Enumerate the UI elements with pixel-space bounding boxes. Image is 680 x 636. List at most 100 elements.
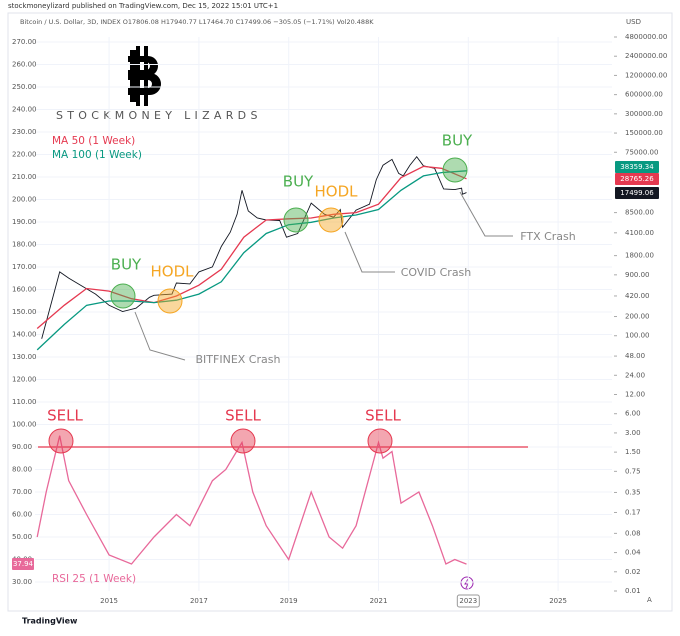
- y2-tick-label: 0.01: [625, 587, 641, 595]
- last-value-label: 28765.26: [620, 175, 654, 183]
- y2-tick-label: 0.75: [625, 467, 641, 475]
- y-tick-label: 130.00: [12, 353, 37, 361]
- y-tick-label: 230.00: [12, 128, 37, 136]
- annotation-circle: [110, 283, 136, 309]
- annotation: HODL: [151, 263, 195, 281]
- y2-tick-label: 0.35: [625, 488, 641, 496]
- annotation: SELL: [225, 407, 261, 425]
- y2-tick-label: 48.00: [625, 352, 645, 360]
- y2-tick-label: 100.00: [625, 332, 650, 340]
- y-tick-label: 260.00: [12, 60, 37, 68]
- annotation: BUY: [283, 173, 314, 191]
- y2-tick-label: 0.08: [625, 529, 641, 537]
- annotation: BUY: [442, 132, 473, 150]
- y2-tick-label: 2400000.00: [625, 52, 667, 60]
- y2-tick-label: 3.00: [625, 429, 641, 437]
- y2-tick-label: 6.00: [625, 410, 641, 418]
- y-tick-label: 50.00: [12, 533, 32, 541]
- annotation: HODL: [315, 183, 359, 201]
- last-value-box: [12, 558, 34, 570]
- y-tick-label: 150.00: [12, 308, 37, 316]
- legend-entry: MA 100 (1 Week): [52, 149, 142, 161]
- y-tick-label: 90.00: [12, 443, 32, 451]
- y-tick-label: 200.00: [12, 195, 37, 203]
- annotation-circle: [48, 428, 74, 454]
- y-tick-label: 210.00: [12, 173, 37, 181]
- y-tick-label: 30.00: [12, 578, 32, 586]
- y2-tick-label: 75000.00: [625, 148, 658, 156]
- callout-line: [134, 311, 186, 361]
- y-tick-label: 240.00: [12, 105, 37, 113]
- legend-entry: MA 50 (1 Week): [52, 135, 135, 147]
- y2-label: USD: [626, 18, 641, 26]
- y2-tick-label: 0.02: [625, 568, 641, 576]
- y-tick-label: 250.00: [12, 83, 37, 91]
- y-tick-label: 80.00: [12, 465, 32, 473]
- y2-tick-label: 4800000.00: [625, 33, 667, 41]
- series-line: [36, 170, 467, 351]
- x-tick-label: 2023: [459, 597, 477, 605]
- annotation-circle: [442, 157, 468, 183]
- x-tick-label: 2025: [549, 597, 567, 605]
- y2-tick-label: 300000.00: [625, 110, 663, 118]
- last-value-label: 38359.34: [620, 163, 654, 171]
- footer: TradingView: [22, 617, 78, 626]
- y-tick-label: 110.00: [12, 398, 37, 406]
- y2-tick-label: 600000.00: [625, 91, 663, 99]
- y-tick-label: 60.00: [12, 510, 32, 518]
- y2-tick-label: 1200000.00: [625, 71, 667, 79]
- header: stockmoneylizard published on TradingVie…: [8, 2, 278, 10]
- y2-tick-label: 4100.00: [625, 229, 654, 237]
- callout-line: [459, 191, 513, 237]
- y2-tick-label: 1.50: [625, 448, 641, 456]
- x-tick-label: 2017: [190, 597, 208, 605]
- corner-label: A: [647, 596, 652, 604]
- annotation: BUY: [111, 256, 142, 274]
- x-tick-label: 2015: [100, 597, 118, 605]
- series-line: [41, 155, 467, 339]
- last-value-box: [615, 161, 659, 173]
- last-value-box: [615, 173, 659, 185]
- event-icon: [460, 576, 474, 590]
- y2-tick-label: 0.04: [625, 549, 641, 557]
- y-tick-label: 170.00: [12, 263, 37, 271]
- annotation: BITFINEX Crash: [196, 353, 281, 366]
- annotation: SELL: [365, 407, 401, 425]
- y2-tick-label: 0.17: [625, 508, 641, 516]
- annotation-circle: [367, 428, 393, 454]
- y-tick-label: 140.00: [12, 330, 37, 338]
- chart-title: Bitcoin / U.S. Dollar, 3D, INDEX O17806.…: [20, 18, 374, 26]
- x-tick-highlight: [456, 594, 480, 608]
- annotation-circle: [157, 288, 183, 314]
- last-value-label: 17499.06: [620, 189, 654, 197]
- callout-line: [344, 231, 395, 273]
- legend-entry: RSI 25 (1 Week): [52, 573, 136, 585]
- y2-tick-label: 8500.00: [625, 209, 654, 217]
- y-tick-label: 120.00: [12, 375, 37, 383]
- y-tick-label: 100.00: [12, 420, 37, 428]
- y2-tick-label: 200.00: [625, 313, 650, 321]
- bitcoin-logo: [128, 46, 161, 106]
- series-line: [36, 435, 467, 565]
- last-value-label: 37.94: [13, 560, 34, 568]
- x-tick-label: 2021: [370, 597, 388, 605]
- annotation: COVID Crash: [401, 266, 472, 279]
- y2-tick-label: 420.00: [625, 292, 650, 300]
- y2-tick-label: 12.00: [625, 390, 645, 398]
- x-tick-label: 2019: [280, 597, 298, 605]
- annotation-circle: [318, 207, 344, 233]
- subtitle: STOCKMONEY LIZARDS: [56, 109, 262, 122]
- annotation-circle: [230, 428, 256, 454]
- annotation: FTX Crash: [520, 230, 576, 243]
- y2-tick-label: 150000.00: [625, 129, 663, 137]
- last-value-box: [615, 187, 659, 199]
- y-tick-label: 70.00: [12, 488, 32, 496]
- y2-tick-label: 900.00: [625, 271, 650, 279]
- y-tick-label: 190.00: [12, 218, 37, 226]
- event-icon: [464, 578, 469, 589]
- y2-tick-label: 1800.00: [625, 252, 654, 260]
- annotation-circle: [283, 207, 309, 233]
- y-tick-label: 160.00: [12, 285, 37, 293]
- y-tick-label: 220.00: [12, 150, 37, 158]
